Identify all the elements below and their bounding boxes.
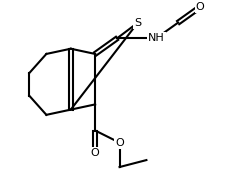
- Text: NH: NH: [148, 33, 164, 43]
- Text: S: S: [134, 18, 142, 28]
- Text: O: O: [196, 2, 204, 12]
- Text: O: O: [115, 138, 124, 148]
- Text: O: O: [91, 148, 100, 158]
